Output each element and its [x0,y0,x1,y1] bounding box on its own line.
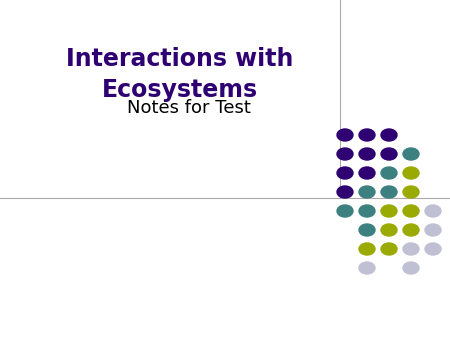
Circle shape [359,167,375,179]
Circle shape [359,148,375,160]
Circle shape [381,148,397,160]
Circle shape [403,186,419,198]
Circle shape [381,129,397,141]
Circle shape [425,205,441,217]
Circle shape [403,148,419,160]
Circle shape [403,224,419,236]
Circle shape [337,167,353,179]
Circle shape [359,262,375,274]
Circle shape [403,167,419,179]
Circle shape [337,186,353,198]
Circle shape [337,148,353,160]
Circle shape [337,205,353,217]
Text: Notes for Test: Notes for Test [127,99,251,117]
Circle shape [425,243,441,255]
Circle shape [359,205,375,217]
Circle shape [425,224,441,236]
Circle shape [337,129,353,141]
Text: Interactions with
Ecosystems: Interactions with Ecosystems [66,47,294,102]
Circle shape [381,167,397,179]
Circle shape [381,243,397,255]
Circle shape [381,186,397,198]
Circle shape [359,224,375,236]
Circle shape [381,205,397,217]
Circle shape [403,205,419,217]
Circle shape [359,186,375,198]
Circle shape [403,243,419,255]
Circle shape [359,243,375,255]
Circle shape [381,224,397,236]
Circle shape [403,262,419,274]
Circle shape [359,129,375,141]
